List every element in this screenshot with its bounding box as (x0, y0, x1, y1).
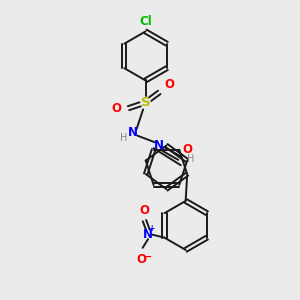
Text: Cl: Cl (139, 15, 152, 28)
Text: +: + (148, 224, 155, 232)
Text: N: N (128, 126, 138, 139)
Text: O: O (112, 102, 122, 115)
Text: −: − (144, 252, 152, 262)
Text: O: O (136, 253, 146, 266)
Text: O: O (164, 78, 174, 91)
Text: O: O (183, 143, 193, 156)
Text: N: N (143, 228, 153, 241)
Text: O: O (140, 204, 149, 217)
Text: N: N (154, 139, 164, 152)
Text: H: H (187, 154, 195, 164)
Text: S: S (141, 96, 150, 109)
Text: H: H (120, 133, 127, 143)
